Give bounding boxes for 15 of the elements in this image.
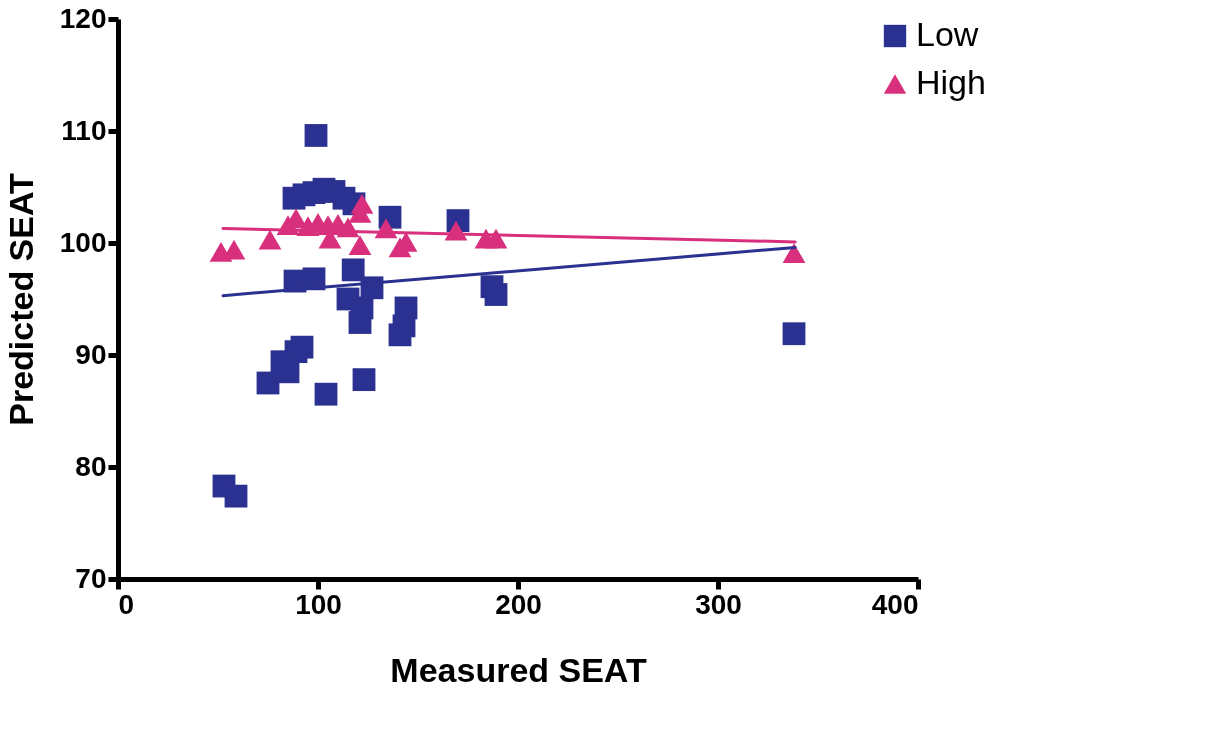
x-tick-label: 0 — [118, 588, 135, 620]
x-tick-label: 200 — [495, 588, 542, 620]
legend-label: High — [916, 63, 986, 101]
x-tick-label: 400 — [871, 588, 919, 620]
legend-label: Low — [916, 15, 979, 53]
y-tick-label: 100 — [59, 226, 107, 258]
x-tick-label: 100 — [295, 588, 342, 620]
y-tick-label: 120 — [59, 2, 107, 34]
y-axis-title: Predicted SEAT — [1, 173, 40, 426]
x-axis-title: Measured SEAT — [390, 650, 647, 689]
y-tick-label: 80 — [75, 450, 107, 482]
y-tick-label: 70 — [75, 562, 107, 594]
x-tick-label: 300 — [695, 588, 742, 620]
y-tick-label: 90 — [75, 338, 107, 370]
y-tick-label: 110 — [61, 114, 107, 146]
